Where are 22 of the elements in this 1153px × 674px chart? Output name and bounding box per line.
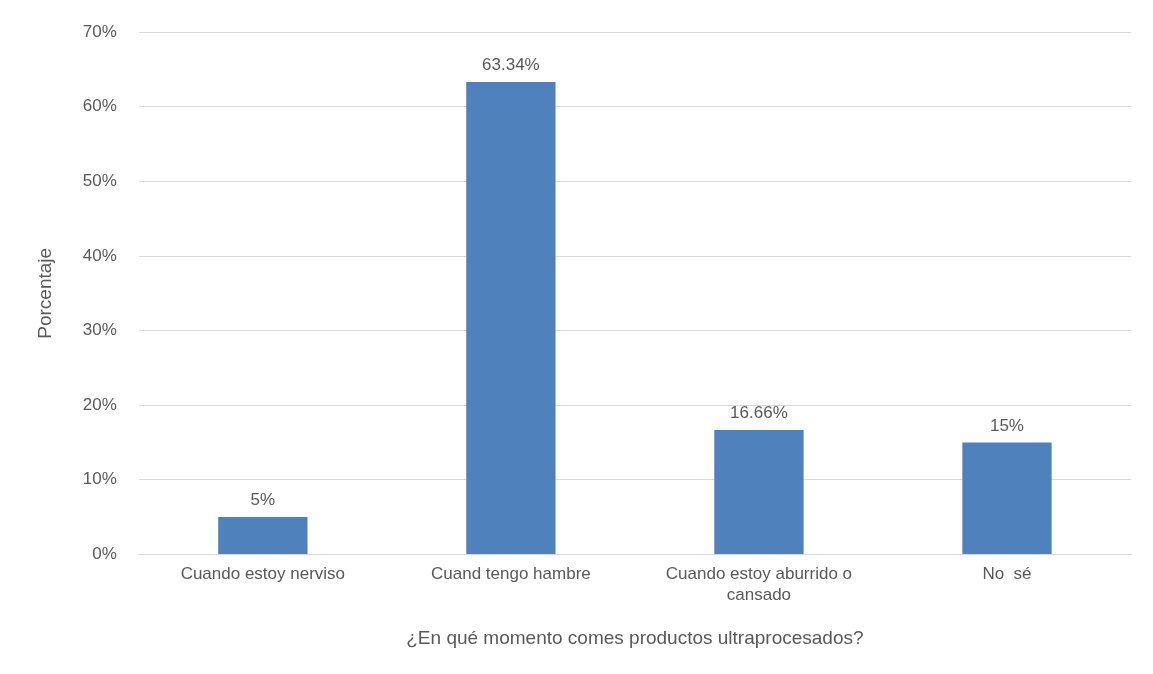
data-label: 63.34% bbox=[482, 55, 540, 75]
x-tick-label: Cuand tengo hambre bbox=[431, 564, 591, 584]
y-tick-label: 30% bbox=[82, 320, 117, 340]
y-tick-label: 50% bbox=[82, 171, 117, 191]
y-tick-label: 10% bbox=[82, 469, 117, 489]
x-tick-label: Cuando estoy nerviso bbox=[180, 564, 346, 584]
data-label: 16.66% bbox=[730, 403, 788, 423]
y-tick-label: 70% bbox=[82, 21, 117, 41]
bar bbox=[218, 517, 308, 554]
x-axis-title: ¿En qué momento comes productos ultraprocesados? bbox=[406, 626, 864, 648]
x-tick-label: No sé bbox=[982, 564, 1032, 584]
y-tick-label: 60% bbox=[82, 96, 117, 116]
y-axis-title: Porcentaje bbox=[33, 247, 55, 339]
bar bbox=[714, 430, 804, 554]
data-label: 15% bbox=[989, 415, 1024, 435]
bar bbox=[466, 81, 556, 554]
y-tick-label: 0% bbox=[92, 544, 117, 564]
y-tick-label: 20% bbox=[82, 394, 117, 414]
data-label: 5% bbox=[250, 490, 276, 510]
bar bbox=[962, 442, 1052, 554]
x-tick-label: Cuando estoy aburrido o cansado bbox=[665, 564, 853, 604]
y-tick-label: 40% bbox=[82, 245, 117, 265]
